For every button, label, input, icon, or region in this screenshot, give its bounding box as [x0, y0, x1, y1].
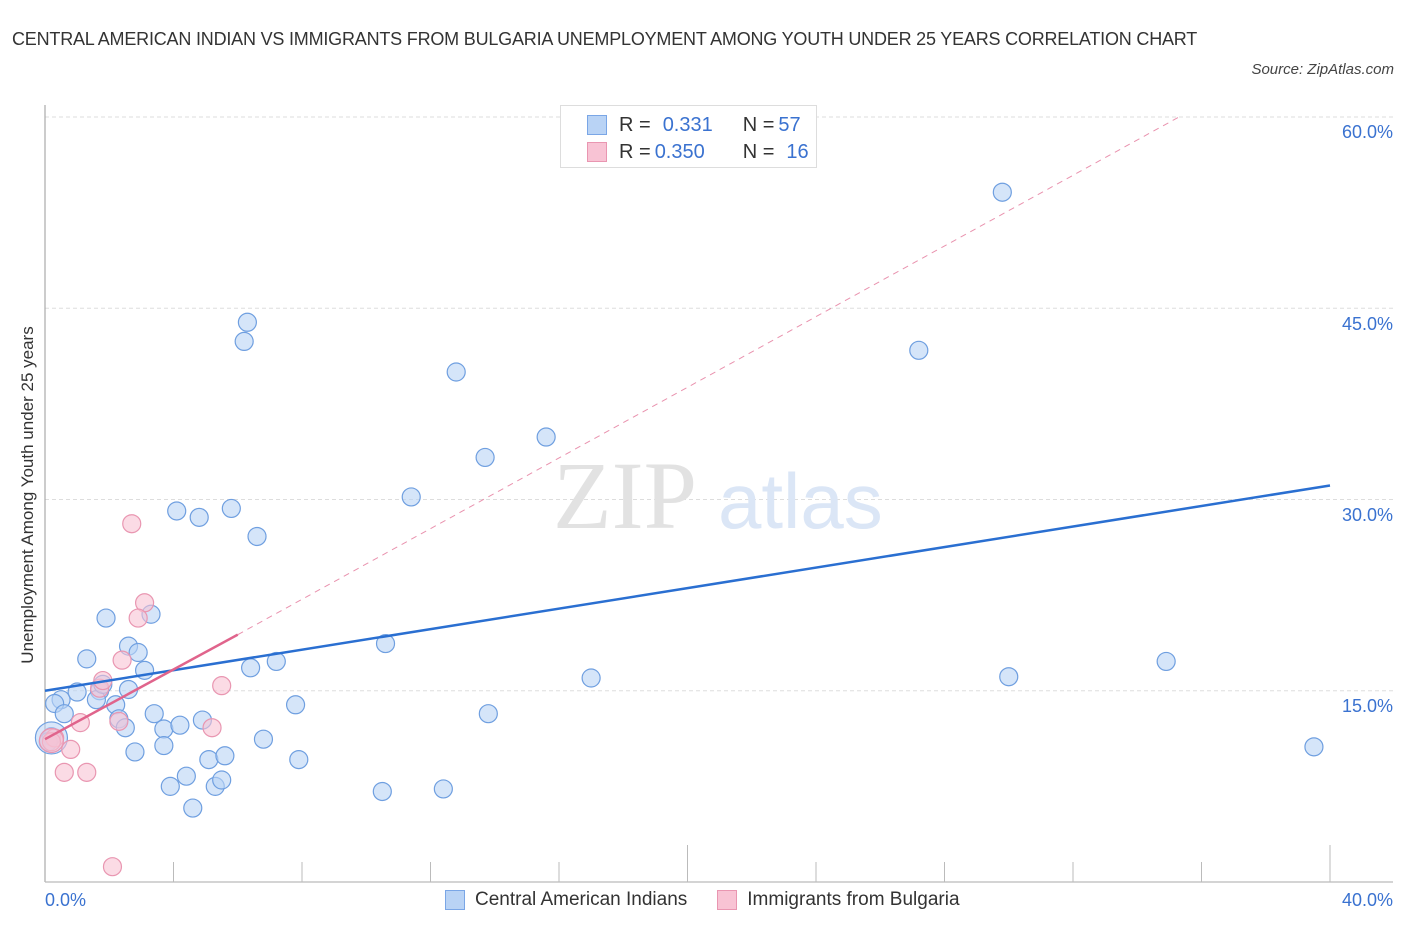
data-point [909, 340, 929, 360]
data-point [289, 749, 309, 770]
data-point [433, 779, 453, 799]
n-label: N = [742, 140, 775, 163]
y-tick-30: 30.0% [1341, 505, 1393, 525]
n-value: 57 [778, 113, 801, 136]
data-point [128, 642, 148, 663]
legend-row-central-american-indians: R = 0.331 N = 57 [587, 113, 801, 137]
data-point [234, 331, 254, 351]
data-point [61, 739, 81, 760]
y-tick-60: 60.0% [1341, 122, 1393, 142]
series-immigrants-from-bulgaria [38, 484, 1331, 877]
data-point [241, 658, 261, 678]
pink-trend-extension [237, 116, 1180, 636]
data-point [212, 770, 232, 790]
data-point [536, 427, 556, 447]
data-point [237, 312, 257, 332]
data-point [215, 746, 235, 766]
data-point [77, 762, 97, 782]
data-point [160, 776, 180, 796]
source-label: Source: ZipAtlas.com [1251, 61, 1394, 78]
data-point [475, 447, 495, 468]
data-point [372, 781, 392, 802]
r-value: 0.331 [662, 113, 713, 136]
data-point [77, 649, 97, 669]
data-point [154, 719, 174, 739]
y-axis-label: Unemployment Among Youth under 25 years [18, 326, 37, 664]
data-point [212, 676, 232, 696]
data-point [96, 608, 116, 628]
pink-swatch-icon [587, 142, 607, 162]
trend-lines [237, 116, 1180, 636]
data-point [1156, 651, 1176, 672]
series-legend: Central American Indians Immigrants from… [445, 889, 990, 911]
r-label: R = [619, 140, 651, 163]
data-point [125, 742, 145, 762]
data-point [176, 766, 196, 786]
legend-label: Central American Indians [475, 889, 688, 910]
data-point [154, 735, 174, 756]
data-point [478, 704, 498, 724]
y-tick-15: 15.0% [1341, 696, 1393, 716]
watermark: ZIP atlas [553, 442, 883, 549]
data-point [199, 749, 219, 770]
legend-item-central-american-indians[interactable]: Central American Indians [445, 889, 687, 911]
n-label: N = [742, 113, 775, 136]
svg-text:atlas: atlas [718, 457, 883, 545]
chart-title: CENTRAL AMERICAN INDIAN VS IMMIGRANTS FR… [12, 29, 1198, 49]
data-point [581, 668, 601, 688]
r-value: 0.350 [654, 140, 705, 163]
data-point [144, 704, 164, 724]
data-point [375, 633, 396, 654]
data-point [112, 650, 132, 670]
n-value: 16 [786, 140, 809, 163]
legend-label: Immigrants from Bulgaria [747, 889, 960, 910]
pink-trend-line [44, 633, 239, 741]
data-point [992, 182, 1012, 202]
data-point [189, 507, 209, 527]
data-point [102, 857, 123, 877]
data-point [122, 514, 142, 534]
data-point [266, 651, 286, 672]
x-tick-min: 0.0% [45, 890, 87, 910]
data-point [54, 762, 74, 782]
data-point [109, 711, 129, 731]
legend-item-immigrants-from-bulgaria[interactable]: Immigrants from Bulgaria [717, 889, 960, 911]
blue-swatch-icon [445, 890, 465, 910]
data-point [253, 729, 274, 749]
data-point [1304, 737, 1324, 757]
blue-swatch-icon [587, 115, 607, 135]
correlation-legend: R = 0.331 N = 57 R = 0.350 N = 16 [560, 105, 817, 168]
data-point [285, 695, 306, 715]
blue-trend-line [44, 484, 1331, 692]
data-point [999, 667, 1019, 687]
data-point [446, 362, 466, 382]
data-point [128, 608, 148, 628]
y-tick-45: 45.0% [1341, 314, 1393, 334]
data-point [183, 798, 203, 818]
r-label: R = [619, 113, 651, 136]
data-point [38, 727, 65, 754]
legend-row-immigrants-from-bulgaria: R = 0.350 N = 16 [587, 140, 809, 164]
x-tick-max: 40.0% [1341, 890, 1393, 910]
svg-text:ZIP: ZIP [553, 442, 697, 549]
data-point [247, 526, 267, 547]
data-point [170, 715, 190, 735]
gridlines [45, 116, 1393, 692]
data-point [167, 501, 187, 521]
data-point [54, 704, 74, 724]
data-point [401, 487, 421, 507]
data-point [202, 718, 222, 738]
data-point [221, 498, 241, 519]
pink-swatch-icon [717, 890, 738, 910]
